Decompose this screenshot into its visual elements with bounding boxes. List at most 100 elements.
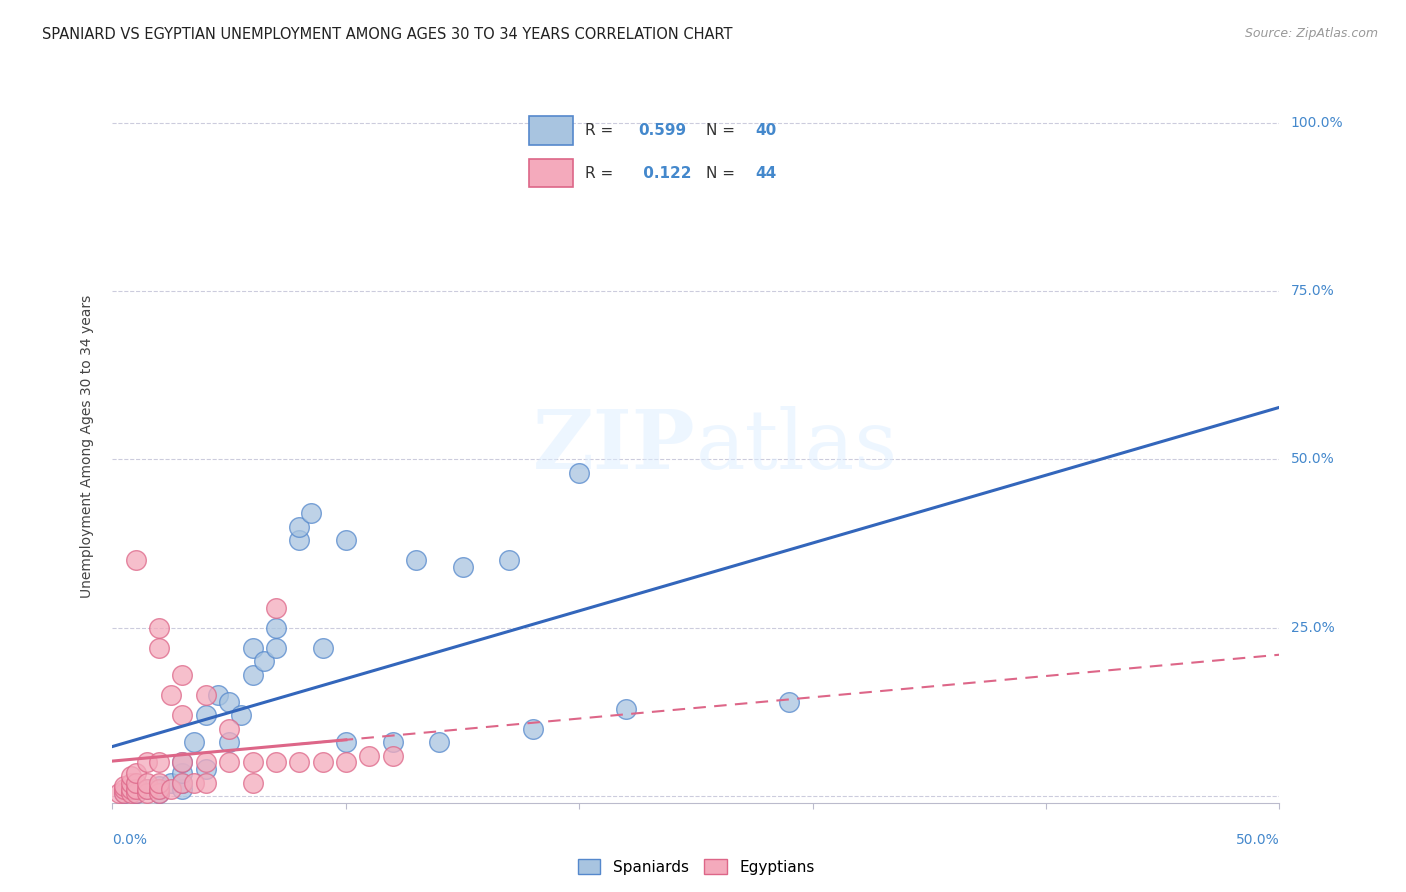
Text: 50.0%: 50.0% [1236, 833, 1279, 847]
Point [311, 756, 333, 770]
Point [335, 735, 357, 749]
Point [172, 782, 194, 797]
Point [427, 735, 450, 749]
Point [148, 786, 170, 800]
Point [183, 735, 205, 749]
Point [253, 655, 276, 669]
Point [288, 756, 311, 770]
Point [120, 782, 142, 797]
Point [264, 640, 287, 655]
Y-axis label: Unemployment Among Ages 30 to 34 years: Unemployment Among Ages 30 to 34 years [80, 294, 94, 598]
Point [172, 756, 194, 770]
Point [568, 466, 591, 480]
Point [112, 786, 135, 800]
Point [148, 782, 170, 797]
Point [136, 756, 159, 770]
Point [125, 786, 148, 800]
Text: SPANIARD VS EGYPTIAN UNEMPLOYMENT AMONG AGES 30 TO 34 YEARS CORRELATION CHART: SPANIARD VS EGYPTIAN UNEMPLOYMENT AMONG … [42, 27, 733, 42]
Point [242, 775, 264, 789]
Point [218, 735, 240, 749]
Point [218, 695, 240, 709]
Text: 44: 44 [755, 166, 776, 180]
FancyBboxPatch shape [530, 159, 572, 187]
Point [264, 600, 287, 615]
Point [194, 708, 217, 723]
Point [194, 688, 217, 702]
Point [335, 533, 357, 548]
Point [120, 775, 142, 789]
Point [172, 765, 194, 780]
Point [125, 765, 148, 780]
Point [148, 640, 170, 655]
Point [335, 756, 357, 770]
Text: R =: R = [585, 123, 619, 137]
Point [112, 786, 135, 800]
Point [125, 786, 148, 800]
Text: 75.0%: 75.0% [1291, 285, 1334, 298]
Point [172, 668, 194, 682]
Point [288, 520, 311, 534]
Point [381, 748, 404, 763]
Point [172, 775, 194, 789]
Text: 0.0%: 0.0% [112, 833, 148, 847]
Point [136, 786, 159, 800]
Point [125, 782, 148, 797]
Text: 40: 40 [755, 123, 776, 137]
Point [172, 708, 194, 723]
Point [112, 782, 135, 797]
Point [522, 722, 544, 736]
Text: Source: ZipAtlas.com: Source: ZipAtlas.com [1244, 27, 1378, 40]
Text: 25.0%: 25.0% [1291, 621, 1334, 635]
Point [125, 782, 148, 797]
Point [183, 775, 205, 789]
Point [194, 775, 217, 789]
Text: ZIP: ZIP [533, 406, 696, 486]
FancyBboxPatch shape [530, 116, 572, 145]
Text: 100.0%: 100.0% [1291, 116, 1343, 130]
Point [194, 756, 217, 770]
Point [136, 775, 159, 789]
Point [242, 640, 264, 655]
Point [148, 621, 170, 635]
Point [381, 735, 404, 749]
Point [148, 779, 170, 793]
Point [218, 722, 240, 736]
Point [614, 701, 637, 715]
Point [194, 762, 217, 776]
Point [112, 779, 135, 793]
Point [136, 782, 159, 797]
Text: 0.599: 0.599 [638, 123, 686, 137]
Point [229, 708, 252, 723]
Text: 0.122: 0.122 [638, 166, 692, 180]
Point [160, 775, 183, 789]
Point [242, 668, 264, 682]
Point [172, 756, 194, 770]
Point [172, 775, 194, 789]
Point [299, 506, 322, 520]
Point [498, 553, 520, 567]
Point [405, 553, 427, 567]
Point [120, 769, 142, 783]
Point [125, 775, 148, 789]
Text: R =: R = [585, 166, 619, 180]
Point [311, 640, 333, 655]
Point [148, 786, 170, 800]
Point [242, 756, 264, 770]
Point [160, 688, 183, 702]
Legend: Spaniards, Egyptians: Spaniards, Egyptians [571, 853, 821, 880]
Text: N =: N = [706, 123, 740, 137]
Point [148, 756, 170, 770]
Point [288, 533, 311, 548]
Point [148, 775, 170, 789]
Point [108, 786, 131, 800]
Point [451, 560, 474, 574]
Point [125, 553, 148, 567]
Point [218, 756, 240, 770]
Point [207, 688, 229, 702]
Point [264, 756, 287, 770]
Point [778, 695, 800, 709]
Point [359, 748, 381, 763]
Text: N =: N = [706, 166, 740, 180]
Point [264, 621, 287, 635]
Text: 50.0%: 50.0% [1291, 452, 1334, 467]
